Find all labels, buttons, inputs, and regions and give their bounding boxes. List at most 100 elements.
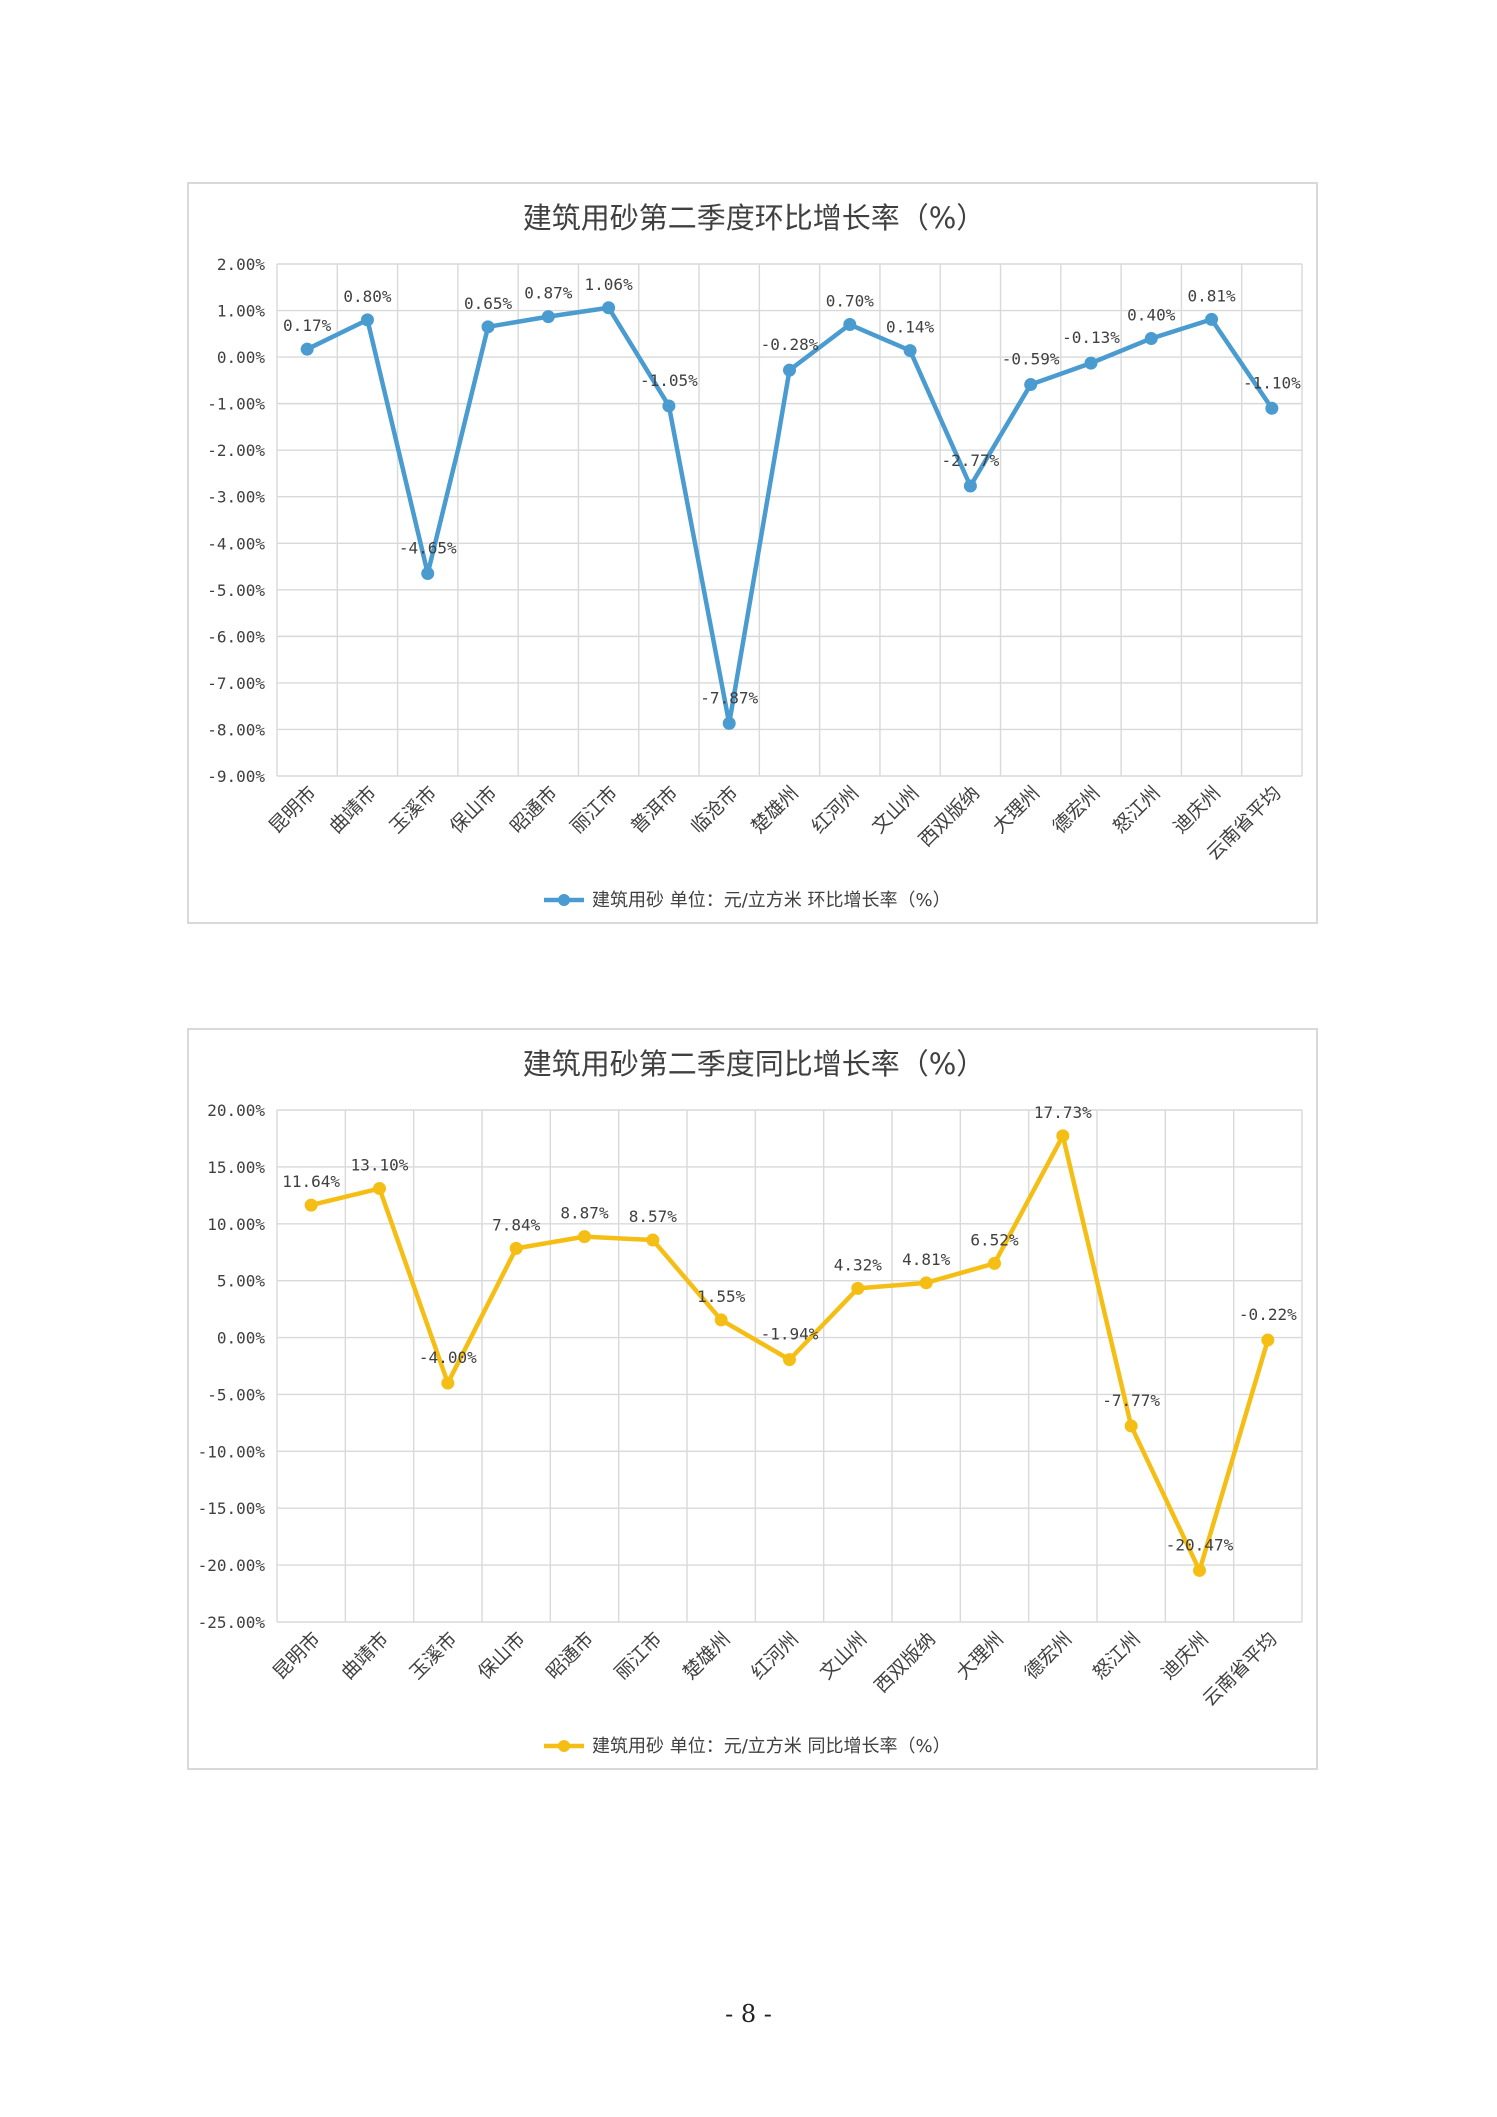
x-tick-label: 红河州: [747, 1628, 803, 1684]
page-number: - 8 -: [725, 2000, 772, 2028]
x-tick-label: 红河州: [807, 782, 863, 838]
x-tick-label: 昭通市: [542, 1628, 598, 1684]
data-label: 8.87%: [560, 1204, 609, 1223]
data-label: -20.47%: [1166, 1535, 1234, 1554]
data-label: -2.77%: [941, 451, 999, 470]
x-tick-label: 曲靖市: [337, 1628, 393, 1684]
data-label: -1.10%: [1243, 373, 1301, 392]
data-label: -0.22%: [1239, 1305, 1297, 1324]
y-tick-label: -3.00%: [207, 488, 265, 507]
yoy-growth-chart-svg: 建筑用砂第二季度同比增长率（%） 20.00% 15.00% 10.00% 5.00%…: [198, 1047, 1303, 1757]
data-label: 11.64%: [282, 1172, 340, 1191]
data-point: [509, 1241, 523, 1255]
data-label: -1.94%: [761, 1325, 819, 1344]
data-point: [441, 1376, 455, 1390]
data-point: [578, 1230, 591, 1244]
mom-growth-chart: 建筑用砂第二季度环比增长率（%） 2.00% 1.00% 0.00% -1.00% -2…: [187, 182, 1318, 924]
data-point: [1265, 401, 1279, 415]
data-point: [783, 363, 796, 377]
y-tick-label: 0.00%: [217, 1329, 266, 1348]
data-label: 0.17%: [283, 316, 332, 335]
x-tick-label: 玉溪市: [385, 782, 441, 838]
x-tick-label: 楚雄州: [747, 782, 803, 838]
x-tick-label: 保山市: [474, 1628, 530, 1684]
data-label: 0.40%: [1127, 305, 1176, 324]
yoy-growth-chart: 建筑用砂第二季度同比增长率（%） 20.00% 15.00% 10.00% 5.00%…: [187, 1028, 1318, 1770]
data-label: 8.57%: [629, 1207, 678, 1226]
data-label: -0.13%: [1062, 328, 1120, 347]
data-label: 4.81%: [902, 1250, 951, 1269]
x-tick-label: 丽江市: [566, 782, 622, 838]
data-label: 0.80%: [343, 287, 392, 306]
data-point: [304, 1198, 318, 1212]
legend-marker: [558, 1740, 570, 1752]
data-label: -4.65%: [399, 539, 457, 558]
data-label: 17.73%: [1034, 1103, 1092, 1122]
data-point: [1193, 1563, 1206, 1577]
x-tick-label: 普洱市: [627, 782, 683, 838]
data-label: -1.05%: [640, 371, 698, 390]
data-label: -7.77%: [1102, 1391, 1160, 1410]
data-point: [481, 320, 495, 334]
data-point: [722, 716, 736, 730]
data-point: [1261, 1333, 1275, 1347]
data-label: -0.28%: [761, 335, 819, 354]
data-label: 6.52%: [970, 1230, 1019, 1249]
data-label: 1.55%: [697, 1287, 746, 1306]
y-tick-label: 1.00%: [217, 302, 266, 321]
y-tick-label: 0.00%: [217, 348, 266, 367]
x-tick-label: 文山州: [868, 782, 924, 838]
data-point: [662, 399, 676, 413]
x-tick-label: 玉溪市: [405, 1628, 461, 1684]
x-tick-label: 保山市: [446, 782, 502, 838]
x-tick-label: 楚雄州: [679, 1628, 735, 1684]
x-tick-label: 文山州: [815, 1628, 871, 1684]
x-tick-label: 西双版纳: [870, 1628, 939, 1697]
data-label: 0.70%: [826, 292, 875, 311]
y-tick-label: 2.00%: [217, 255, 266, 274]
data-point: [988, 1256, 1001, 1270]
y-tick-label: -7.00%: [207, 674, 265, 693]
data-point: [646, 1233, 660, 1247]
legend-marker: [558, 894, 570, 906]
data-point: [963, 479, 977, 493]
y-tick-label: 15.00%: [207, 1158, 265, 1177]
y-tick-label: -20.00%: [198, 1556, 266, 1575]
y-tick-label: 20.00%: [207, 1101, 265, 1120]
data-point: [360, 313, 374, 327]
data-label: -4.00%: [419, 1348, 477, 1367]
y-tick-label: -2.00%: [207, 441, 265, 460]
x-tick-label: 丽江市: [610, 1628, 666, 1684]
data-point: [602, 301, 616, 315]
x-tick-label: 大理州: [952, 1628, 1008, 1684]
data-label: 0.65%: [464, 294, 513, 313]
x-tick-label: 迪庆州: [1169, 782, 1225, 838]
data-point: [421, 567, 435, 581]
data-label: 1.06%: [585, 275, 634, 294]
y-tick-label: -5.00%: [207, 581, 265, 600]
data-label: 0.81%: [1187, 286, 1236, 305]
x-tick-label: 德宏州: [1049, 782, 1105, 838]
x-tick-label: 昭通市: [506, 782, 562, 838]
y-tick-label: -25.00%: [198, 1613, 266, 1632]
data-point: [843, 318, 857, 332]
y-tick-label: 10.00%: [207, 1215, 265, 1234]
x-tick-label: 迪庆州: [1157, 1628, 1213, 1684]
data-point: [1205, 312, 1219, 326]
data-label: 0.87%: [524, 284, 573, 303]
x-tick-label: 大理州: [988, 782, 1044, 838]
x-tick-label: 昆明市: [269, 1628, 325, 1684]
data-label: 4.32%: [834, 1255, 883, 1274]
y-tick-label: -8.00%: [207, 720, 265, 739]
data-label: 0.14%: [886, 318, 935, 337]
y-tick-label: -15.00%: [198, 1499, 266, 1518]
data-point: [783, 1353, 796, 1367]
x-tick-label: 西双版纳: [915, 782, 984, 851]
x-tick-label: 怒江州: [1089, 1628, 1145, 1684]
data-label: 13.10%: [351, 1156, 409, 1175]
x-tick-label: 曲靖市: [325, 782, 381, 838]
data-point: [1024, 378, 1038, 392]
data-point: [714, 1313, 728, 1327]
y-tick-label: -4.00%: [207, 534, 265, 553]
data-point: [541, 310, 555, 324]
